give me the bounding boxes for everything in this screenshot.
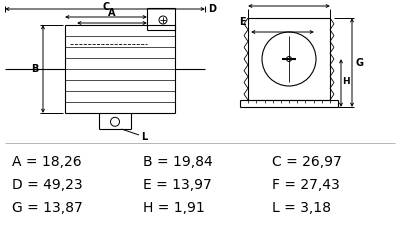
- Text: C: C: [102, 2, 110, 12]
- Text: F = 27,43: F = 27,43: [272, 178, 340, 192]
- Text: A = 18,26: A = 18,26: [12, 155, 82, 169]
- Text: E = 13,97: E = 13,97: [143, 178, 212, 192]
- Text: B: B: [32, 64, 39, 74]
- Text: B = 19,84: B = 19,84: [143, 155, 213, 169]
- Text: C = 26,97: C = 26,97: [272, 155, 342, 169]
- Text: A: A: [108, 8, 116, 18]
- Text: H: H: [342, 76, 350, 85]
- Text: D = 49,23: D = 49,23: [12, 178, 83, 192]
- Text: G = 13,87: G = 13,87: [12, 201, 83, 215]
- Text: F: F: [286, 0, 292, 2]
- Text: G: G: [356, 58, 364, 67]
- Text: H = 1,91: H = 1,91: [143, 201, 205, 215]
- Text: D: D: [208, 4, 216, 14]
- Text: L: L: [141, 132, 147, 142]
- Text: L = 3,18: L = 3,18: [272, 201, 331, 215]
- Text: E: E: [239, 17, 246, 27]
